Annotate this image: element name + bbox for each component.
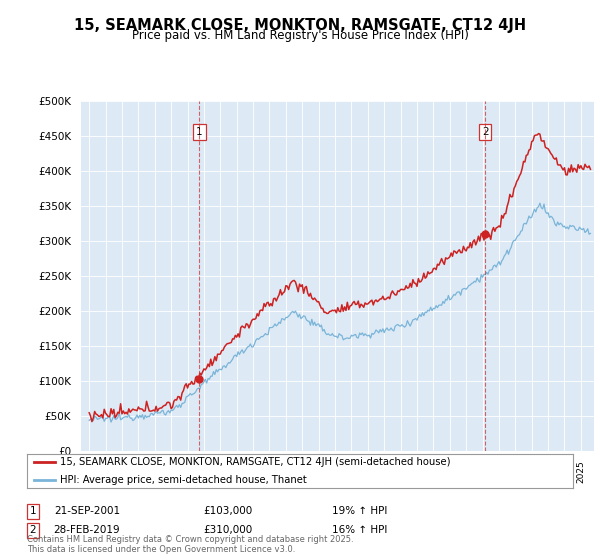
Text: HPI: Average price, semi-detached house, Thanet: HPI: Average price, semi-detached house,… xyxy=(60,475,307,484)
Text: Price paid vs. HM Land Registry's House Price Index (HPI): Price paid vs. HM Land Registry's House … xyxy=(131,29,469,42)
Text: 2: 2 xyxy=(29,525,37,535)
Text: 19% ↑ HPI: 19% ↑ HPI xyxy=(332,506,388,516)
Text: £103,000: £103,000 xyxy=(203,506,253,516)
Text: 2: 2 xyxy=(482,127,488,137)
Text: 1: 1 xyxy=(196,127,203,137)
Text: 16% ↑ HPI: 16% ↑ HPI xyxy=(332,525,388,535)
Text: 15, SEAMARK CLOSE, MONKTON, RAMSGATE, CT12 4JH (semi-detached house): 15, SEAMARK CLOSE, MONKTON, RAMSGATE, CT… xyxy=(60,458,450,467)
Text: 21-SEP-2001: 21-SEP-2001 xyxy=(54,506,120,516)
Text: 15, SEAMARK CLOSE, MONKTON, RAMSGATE, CT12 4JH: 15, SEAMARK CLOSE, MONKTON, RAMSGATE, CT… xyxy=(74,18,526,32)
Text: 1: 1 xyxy=(29,506,37,516)
Text: Contains HM Land Registry data © Crown copyright and database right 2025.
This d: Contains HM Land Registry data © Crown c… xyxy=(27,535,353,554)
Text: £310,000: £310,000 xyxy=(203,525,253,535)
Text: 28-FEB-2019: 28-FEB-2019 xyxy=(53,525,121,535)
